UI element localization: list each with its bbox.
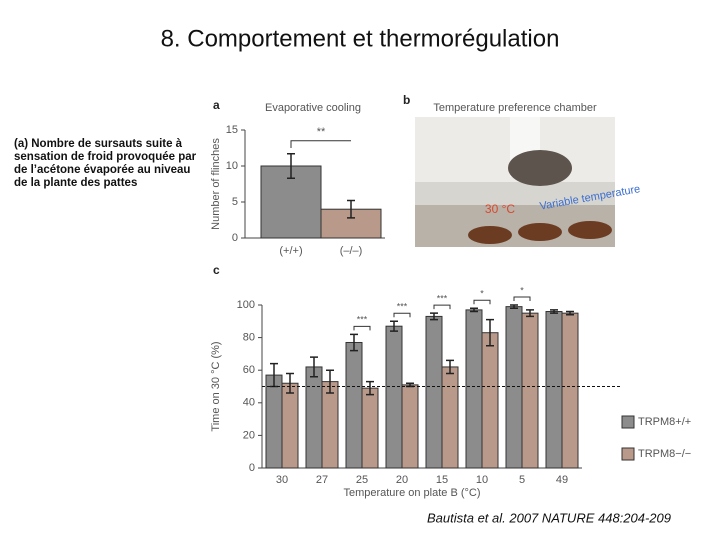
y-tick-label: 40 — [243, 397, 255, 409]
annotation: * — [520, 285, 524, 295]
legend-swatch — [621, 415, 635, 429]
significance-bracket — [433, 304, 451, 310]
bar — [481, 332, 499, 469]
x-tick-label: 10 — [476, 474, 488, 486]
photo-label: 30 °C — [485, 202, 515, 216]
error-bar — [510, 304, 518, 310]
significance-bracket — [290, 140, 351, 148]
bar — [260, 165, 322, 239]
bar — [281, 382, 299, 469]
y-tick-label: 5 — [232, 196, 238, 208]
bar — [265, 374, 283, 469]
error-bar — [326, 369, 334, 394]
error-bar — [390, 320, 398, 332]
bar — [305, 366, 323, 469]
panel-letter: b — [403, 93, 410, 107]
error-bar — [347, 199, 355, 219]
error-bar — [486, 318, 494, 347]
x-axis-label: Temperature on plate B (°C) — [343, 487, 480, 499]
x-tick-label: 25 — [356, 474, 368, 486]
error-bar — [430, 312, 438, 321]
legend-swatch — [621, 447, 635, 461]
y-tick-label: 60 — [243, 364, 255, 376]
bar — [401, 384, 419, 469]
y-tick-label: 0 — [249, 462, 255, 474]
annotation: *** — [357, 315, 368, 325]
y-tick-label: 15 — [226, 124, 238, 136]
panel-letter: c — [213, 263, 220, 277]
error-bar — [526, 309, 534, 318]
slide-title: 8. Comportement et thermorégulation — [161, 25, 560, 52]
bar — [321, 381, 339, 469]
x-tick-label: 15 — [436, 474, 448, 486]
panel-letter: a — [213, 98, 220, 112]
x-tick-label: 30 — [276, 474, 288, 486]
bar — [545, 311, 563, 469]
annotation: *** — [437, 294, 448, 304]
x-tick-label: 20 — [396, 474, 408, 486]
error-bar — [287, 153, 295, 179]
significance-bracket — [473, 299, 491, 305]
bar — [441, 366, 459, 469]
x-tick-label: (–/–) — [340, 245, 363, 257]
annotation: ** — [317, 126, 326, 138]
legend-label: TRPM8−/− — [638, 448, 691, 460]
y-tick-label: 0 — [232, 232, 238, 244]
y-tick-label: 80 — [243, 332, 255, 344]
x-tick-label: 5 — [519, 474, 525, 486]
annotation: *** — [397, 302, 408, 312]
annotation: * — [480, 289, 484, 299]
error-bar — [366, 380, 374, 396]
bar — [561, 312, 579, 469]
y-axis-label: Time on 30 °C (%) — [210, 341, 222, 431]
error-bar — [566, 310, 574, 316]
error-bar — [286, 372, 294, 394]
bar — [465, 309, 483, 469]
chart-title: Evaporative cooling — [265, 102, 361, 114]
bar — [521, 312, 539, 469]
photo-title: Temperature preference chamber — [433, 102, 597, 114]
significance-bracket — [353, 325, 371, 331]
caption: (a) Nombre de sursauts suite à sensation… — [14, 138, 197, 189]
x-tick-label: (+/+) — [279, 245, 302, 257]
y-tick-label: 10 — [226, 160, 238, 172]
y-tick-label: 100 — [237, 299, 255, 311]
error-bar — [470, 307, 478, 313]
error-bar — [350, 333, 358, 352]
error-bar — [446, 359, 454, 375]
bar — [361, 387, 379, 469]
legend-label: TRPM8+/+ — [638, 416, 691, 428]
error-bar — [310, 356, 318, 378]
bar — [505, 306, 523, 469]
significance-bracket — [393, 312, 411, 318]
photo — [415, 117, 615, 247]
bar — [385, 325, 403, 469]
bar — [345, 341, 363, 469]
y-axis-label: Number of flinches — [210, 138, 222, 230]
x-tick-label: 27 — [316, 474, 328, 486]
bar — [425, 315, 443, 469]
citation: Bautista et al. 2007 NATURE 448:204-209 — [427, 510, 671, 525]
y-tick-label: 20 — [243, 429, 255, 441]
x-tick-label: 49 — [556, 474, 568, 486]
significance-bracket — [513, 296, 531, 301]
error-bar — [550, 309, 558, 314]
